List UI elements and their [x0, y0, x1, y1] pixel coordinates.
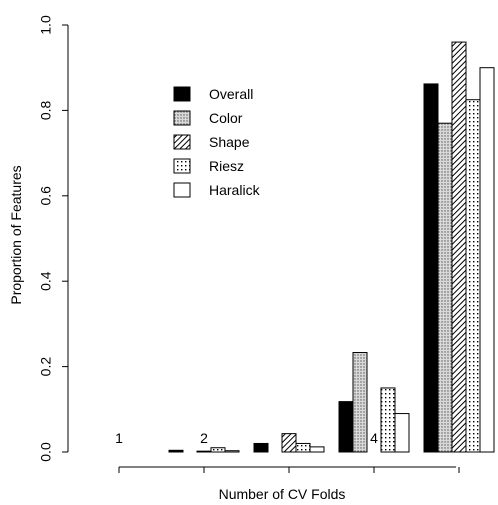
- legend-label-overall: Overall: [209, 86, 253, 102]
- bar-shape-2: [196, 450, 212, 453]
- bar-overall-3: [253, 442, 269, 453]
- bar-haralick-5: [479, 67, 495, 453]
- legend-swatch-color: [173, 110, 191, 126]
- bar-overall-5: [423, 83, 439, 453]
- bar-color-4: [352, 352, 368, 453]
- bar-overall-4: [338, 401, 354, 453]
- bar-riesz-2: [210, 447, 226, 453]
- bar-shape-3: [281, 433, 297, 453]
- x-tick-label: 1: [115, 430, 123, 446]
- y-tick-label: 0.0: [38, 442, 54, 462]
- legend-swatch-overall: [173, 86, 191, 102]
- bar-haralick-4: [394, 413, 410, 453]
- legend: Overall Color Shape Riesz Haralick: [173, 86, 261, 198]
- legend-swatch-shape: [173, 134, 191, 150]
- legend-swatch-haralick: [173, 182, 191, 198]
- y-tick-label: 0.6: [38, 186, 54, 206]
- bar-haralick-2: [224, 450, 240, 453]
- legend-label-color: Color: [209, 110, 243, 126]
- bar-color-5: [437, 122, 453, 453]
- bar-riesz-4: [380, 387, 396, 453]
- legend-label-haralick: Haralick: [209, 182, 261, 198]
- bar-haralick-3: [309, 446, 325, 453]
- y-tick-label: 1.0: [38, 15, 54, 35]
- bar-shape-5: [451, 41, 467, 453]
- y-axis-title: Proportion of Features: [8, 165, 24, 304]
- y-tick-label: 0.2: [38, 357, 54, 377]
- bar-riesz-3: [295, 442, 311, 453]
- legend-label-riesz: Riesz: [209, 158, 244, 174]
- bar-riesz-5: [465, 99, 481, 453]
- bars: [168, 41, 495, 453]
- legend-label-shape: Shape: [209, 134, 250, 150]
- y-ticks: 0.0 0.2 0.4 0.6 0.8 1.0: [38, 15, 68, 462]
- legend-swatch-riesz: [173, 158, 191, 174]
- x-tick-label: 4: [370, 430, 378, 446]
- x-axis-title: Number of CV Folds: [219, 486, 346, 502]
- y-tick-label: 0.8: [38, 100, 54, 120]
- x-tick-label: 2: [200, 430, 208, 446]
- bar-overall-2: [168, 449, 184, 453]
- y-tick-label: 0.4: [38, 271, 54, 291]
